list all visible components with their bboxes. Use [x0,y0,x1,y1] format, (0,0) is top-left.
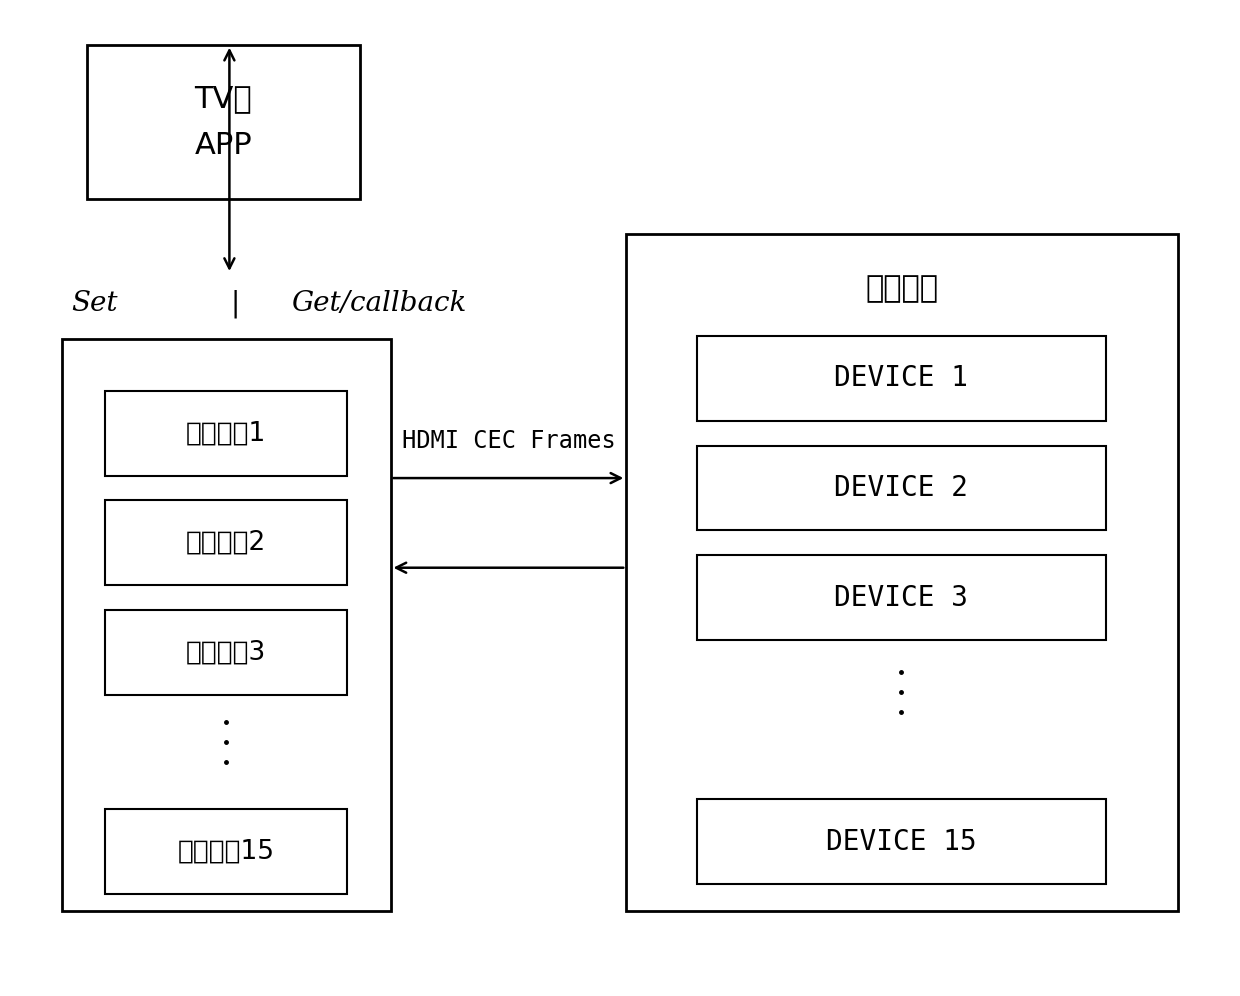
Bar [697,446,1106,530]
Text: |: | [231,290,241,318]
Text: DEVICE 15: DEVICE 15 [826,828,977,856]
Bar [697,555,1106,639]
Text: HDMI CEC Frames: HDMI CEC Frames [402,429,615,453]
Text: 设备管理15: 设备管理15 [177,839,275,865]
Text: DEVICE 1: DEVICE 1 [835,365,968,392]
Bar [697,337,1106,420]
Text: 设备管理1: 设备管理1 [186,420,267,446]
Bar [87,45,360,199]
Bar [105,500,347,585]
Bar [105,391,347,476]
Text: DEVICE 3: DEVICE 3 [835,584,968,612]
Text: Set: Set [71,290,118,318]
Text: Get/callback: Get/callback [291,290,466,318]
Text: 设备管理3: 设备管理3 [186,639,267,665]
Text: 设备管理2: 设备管理2 [186,530,267,556]
Text: 外围设备: 外围设备 [866,274,937,304]
Bar [626,234,1178,911]
Bar [105,610,347,695]
Bar [697,799,1106,884]
Bar [62,339,391,911]
Text: DEVICE 2: DEVICE 2 [835,474,968,502]
Text: TV端
APP: TV端 APP [195,84,252,160]
Bar [105,809,347,894]
